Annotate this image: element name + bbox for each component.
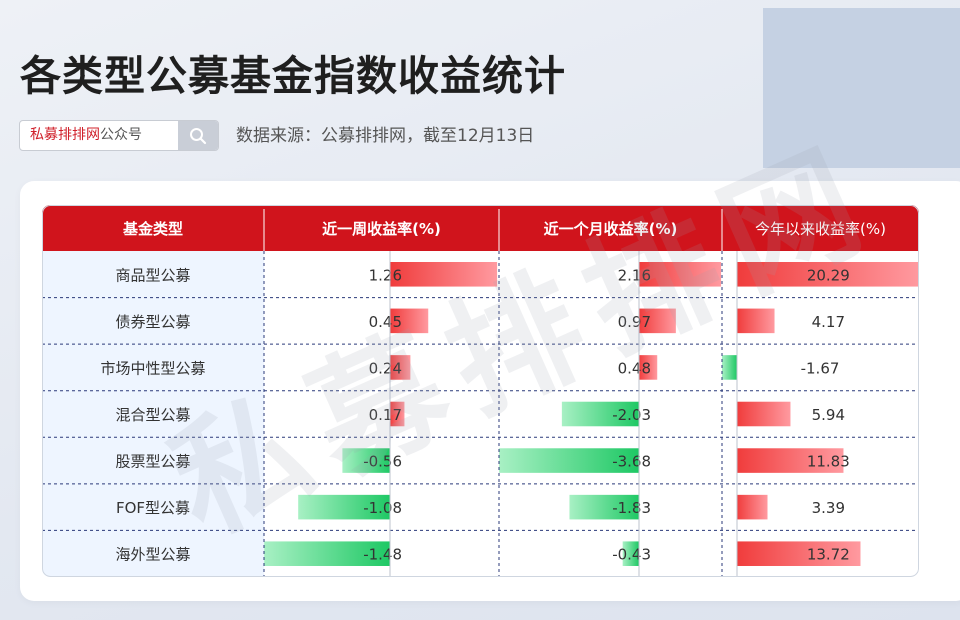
- corner-decoration: [763, 8, 960, 168]
- value-label: 2.16: [618, 266, 651, 284]
- bar-ytd-1: [737, 308, 775, 334]
- category-label: 债券型公募: [115, 313, 190, 331]
- bar-week-2: [390, 355, 411, 380]
- category-column-bg: [42, 251, 264, 577]
- category-label: 股票型公募: [115, 453, 190, 471]
- value-label: 11.83: [807, 453, 850, 471]
- bar-ytd-3: [737, 401, 791, 427]
- bar-month-2: [639, 355, 658, 380]
- search-box[interactable]: 私募排排网公众号: [19, 120, 219, 151]
- value-label: 13.72: [807, 546, 850, 564]
- bar-month-0: [639, 262, 722, 287]
- value-label: -1.67: [801, 359, 840, 377]
- category-label: 市场中性型公募: [100, 359, 205, 377]
- column-header: 今年以来收益率(%): [755, 220, 886, 238]
- value-label: 0.17: [369, 406, 402, 424]
- bar-ytd-2: [721, 355, 737, 380]
- bar-ytd-6: [737, 541, 861, 566]
- table-border: [42, 205, 919, 577]
- value-label: 0.45: [369, 313, 402, 331]
- bar-ytd-0: [737, 262, 919, 287]
- value-label: 0.48: [618, 359, 651, 377]
- bar-ytd-5: [737, 494, 768, 520]
- bar-month-4: [499, 448, 639, 473]
- value-label: -3.68: [612, 453, 651, 471]
- bar-ytd-4: [737, 448, 844, 473]
- category-label: FOF型公募: [116, 499, 190, 517]
- search-icon: [190, 127, 207, 144]
- value-label: 1.26: [369, 266, 402, 284]
- value-label: -0.43: [612, 546, 651, 564]
- bar-week-3: [390, 401, 405, 427]
- value-label: 3.39: [812, 499, 845, 517]
- value-label: -1.48: [363, 546, 402, 564]
- value-label: -1.08: [363, 499, 402, 517]
- bar-week-4: [342, 448, 390, 473]
- search-button[interactable]: [178, 121, 218, 150]
- bar-month-3: [561, 401, 639, 427]
- search-suffix: 公众号: [100, 127, 142, 143]
- category-label: 混合型公募: [115, 406, 190, 424]
- bar-week-1: [390, 308, 429, 334]
- value-label: 5.94: [812, 406, 845, 424]
- category-label: 海外型公募: [115, 546, 190, 564]
- column-header: 近一个月收益率(%): [544, 220, 678, 238]
- bar-month-6: [622, 541, 639, 566]
- value-label: 0.97: [618, 313, 651, 331]
- value-label: 20.29: [807, 266, 850, 284]
- bar-month-5: [569, 494, 639, 520]
- category-label: 商品型公募: [115, 266, 190, 284]
- page-title: 各类型公募基金指数收益统计: [20, 52, 566, 100]
- value-label: 0.24: [369, 359, 402, 377]
- value-label: -0.56: [363, 453, 402, 471]
- value-label: 4.17: [812, 313, 845, 331]
- header-row: [42, 205, 919, 251]
- search-brand: 私募排排网: [30, 127, 100, 143]
- column-header: 基金类型: [122, 220, 183, 238]
- data-source: 数据来源：公募排排网，截至12月13日: [236, 126, 535, 146]
- bar-week-0: [390, 262, 498, 287]
- value-label: -2.03: [612, 406, 651, 424]
- bar-month-1: [639, 308, 676, 334]
- bar-week-6: [264, 541, 390, 566]
- column-header: 近一周收益率(%): [322, 220, 441, 238]
- bar-week-5: [298, 494, 390, 520]
- value-label: -1.83: [612, 499, 651, 517]
- search-label: 私募排排网公众号: [30, 121, 142, 150]
